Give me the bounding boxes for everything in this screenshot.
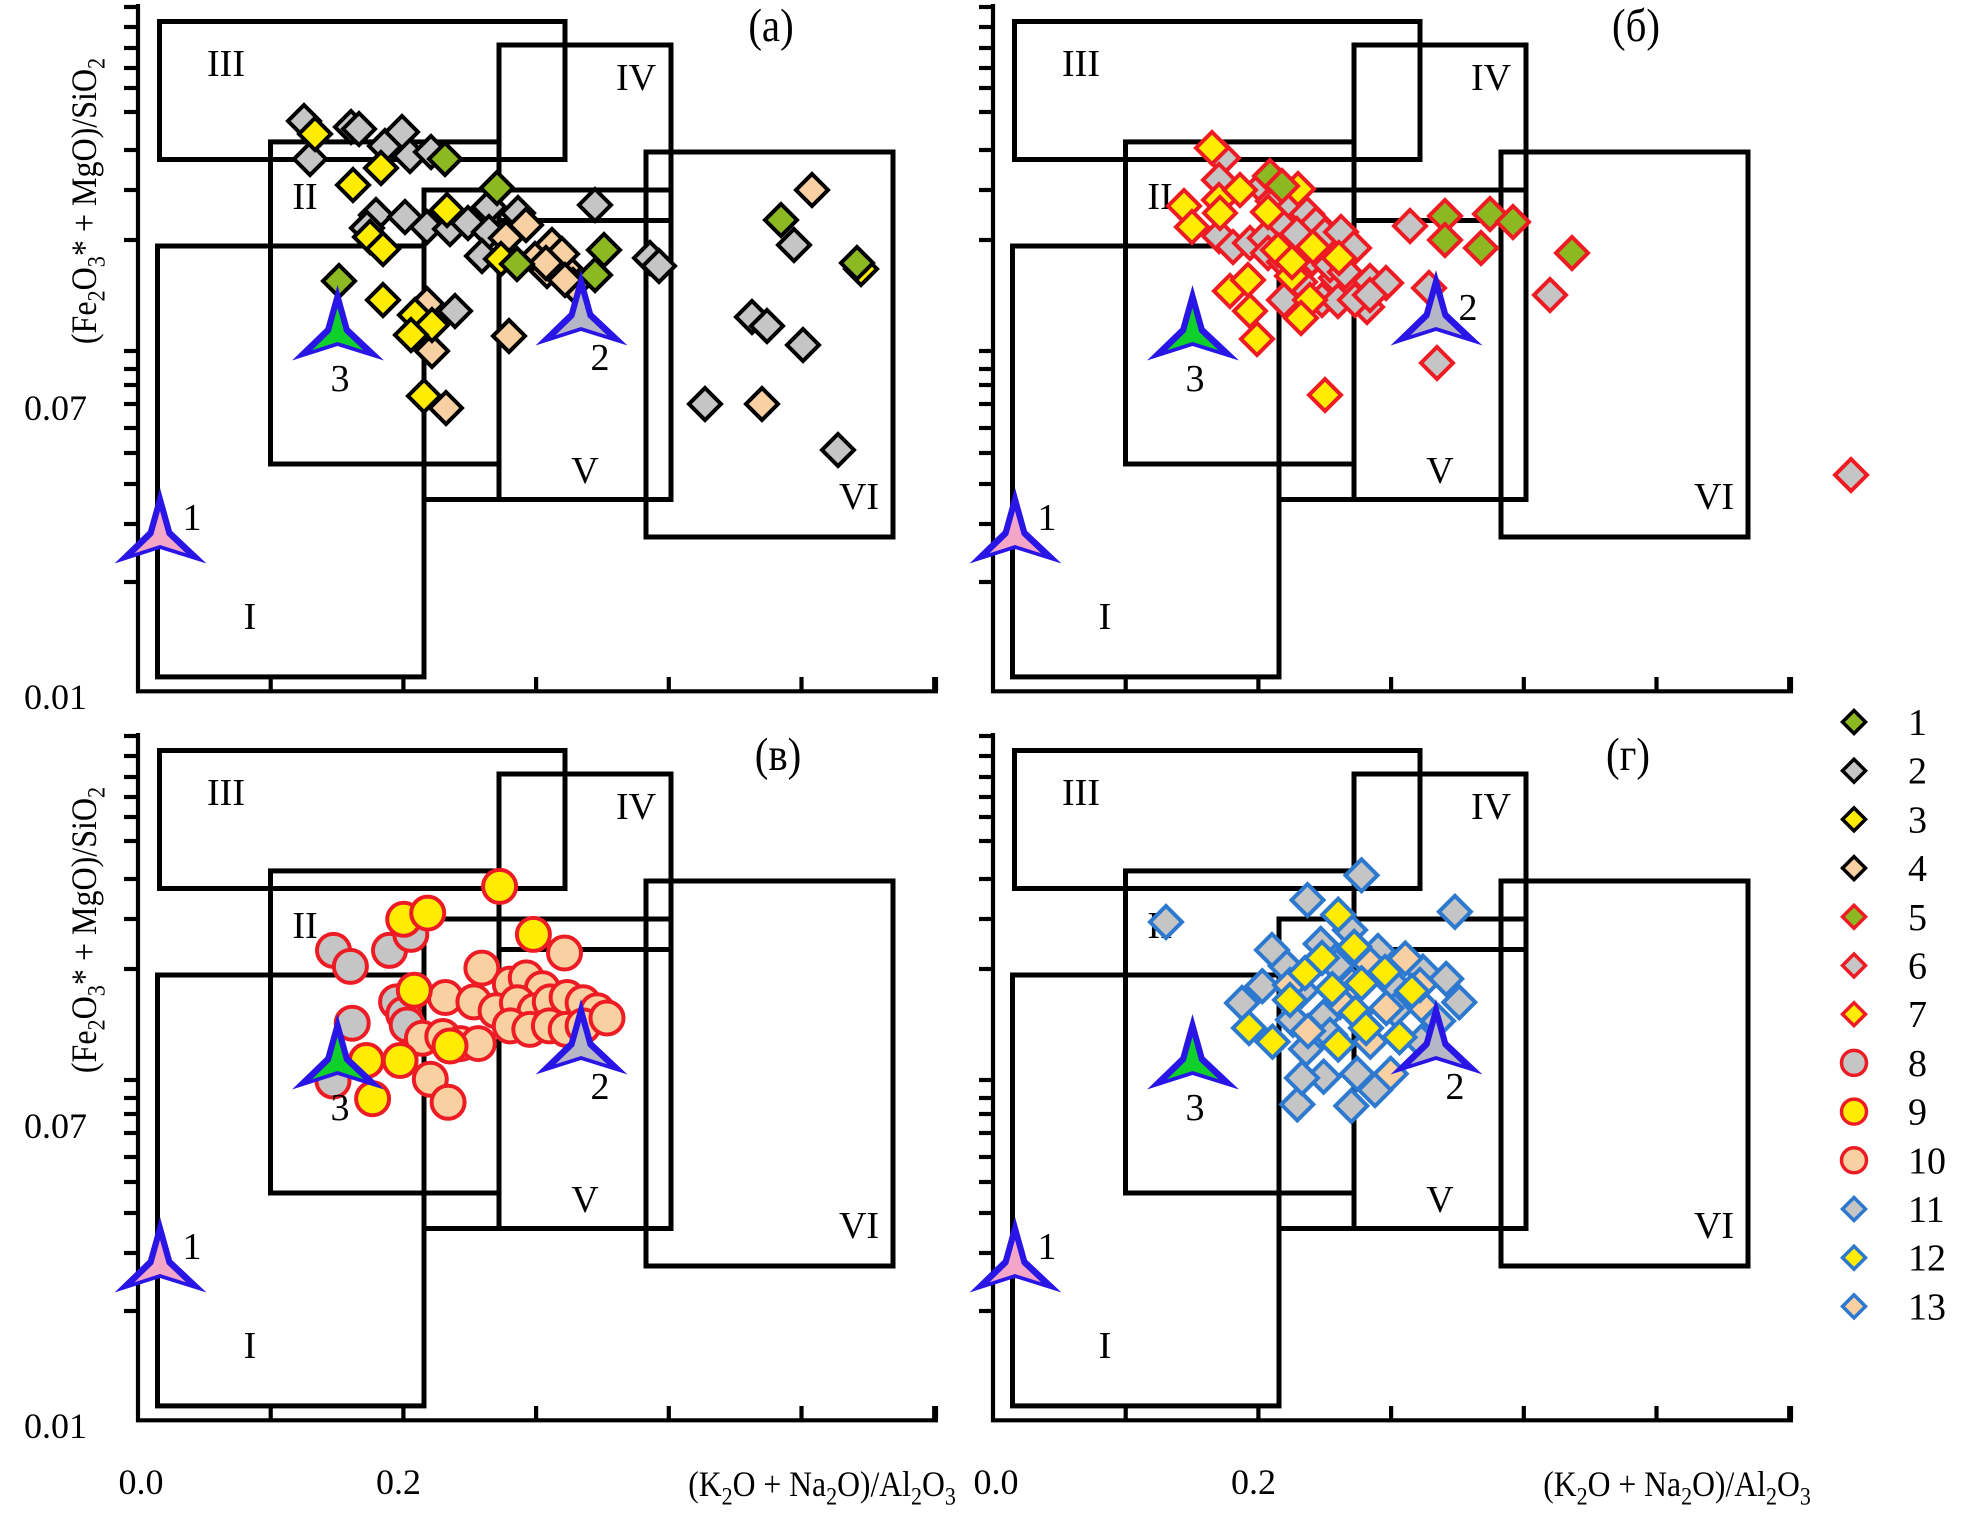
svg-text:VI: VI: [839, 1205, 879, 1247]
svg-text:3: 3: [331, 358, 350, 400]
svg-text:V: V: [1426, 1179, 1454, 1221]
svg-text:II: II: [1147, 176, 1172, 218]
svg-text:1: 1: [1038, 1226, 1057, 1268]
svg-text:1: 1: [183, 1226, 202, 1268]
svg-text:VI: VI: [1694, 476, 1734, 518]
svg-text:V: V: [1426, 450, 1454, 492]
svg-text:2: 2: [1446, 1066, 1465, 1108]
svg-text:13: 13: [1908, 1286, 1946, 1328]
svg-text:8: 8: [1908, 1043, 1927, 1085]
svg-text:2: 2: [591, 337, 610, 379]
svg-text:IV: IV: [616, 57, 657, 99]
svg-text:I: I: [244, 1325, 257, 1367]
svg-text:V: V: [571, 1179, 599, 1221]
svg-text:9: 9: [1908, 1092, 1927, 1134]
svg-text:(б): (б): [1612, 0, 1660, 52]
svg-text:0.07: 0.07: [24, 1106, 87, 1146]
svg-text:II: II: [292, 905, 317, 947]
svg-text:III: III: [207, 772, 245, 814]
svg-text:2: 2: [1459, 287, 1478, 329]
svg-text:(г): (г): [1606, 728, 1650, 780]
svg-text:2: 2: [591, 1066, 610, 1108]
svg-text:VI: VI: [839, 476, 879, 518]
svg-text:IV: IV: [1471, 786, 1512, 828]
svg-text:0.01: 0.01: [24, 1406, 87, 1446]
svg-text:1: 1: [183, 497, 202, 539]
svg-text:0.01: 0.01: [24, 677, 87, 717]
svg-text:3: 3: [331, 1087, 350, 1129]
svg-text:(в): (в): [755, 728, 802, 780]
svg-text:3: 3: [1908, 799, 1927, 841]
svg-text:0.07: 0.07: [24, 388, 87, 428]
svg-text:5: 5: [1908, 897, 1927, 939]
svg-text:VI: VI: [1694, 1205, 1734, 1247]
svg-text:6: 6: [1908, 946, 1927, 988]
svg-text:II: II: [292, 176, 317, 218]
svg-text:IV: IV: [1471, 57, 1512, 99]
svg-text:(а): (а): [748, 0, 793, 52]
svg-text:2: 2: [1908, 751, 1927, 793]
svg-text:4: 4: [1908, 848, 1927, 890]
svg-text:I: I: [244, 596, 257, 638]
svg-text:0.2: 0.2: [1231, 1462, 1276, 1502]
svg-text:IV: IV: [616, 786, 657, 828]
svg-text:10: 10: [1908, 1140, 1946, 1182]
svg-text:III: III: [207, 43, 245, 85]
svg-text:3: 3: [1186, 358, 1205, 400]
svg-text:7: 7: [1908, 994, 1927, 1036]
svg-text:11: 11: [1908, 1189, 1945, 1231]
svg-text:1: 1: [1908, 702, 1927, 744]
svg-text:I: I: [1099, 1325, 1112, 1367]
svg-text:I: I: [1099, 596, 1112, 638]
svg-text:III: III: [1062, 43, 1100, 85]
svg-text:3: 3: [1186, 1087, 1205, 1129]
svg-text:V: V: [571, 450, 599, 492]
svg-text:0.0: 0.0: [974, 1462, 1019, 1502]
svg-text:1: 1: [1038, 497, 1057, 539]
svg-text:12: 12: [1908, 1238, 1946, 1280]
svg-text:III: III: [1062, 772, 1100, 814]
svg-text:0.0: 0.0: [119, 1462, 164, 1502]
svg-text:0.2: 0.2: [376, 1462, 421, 1502]
